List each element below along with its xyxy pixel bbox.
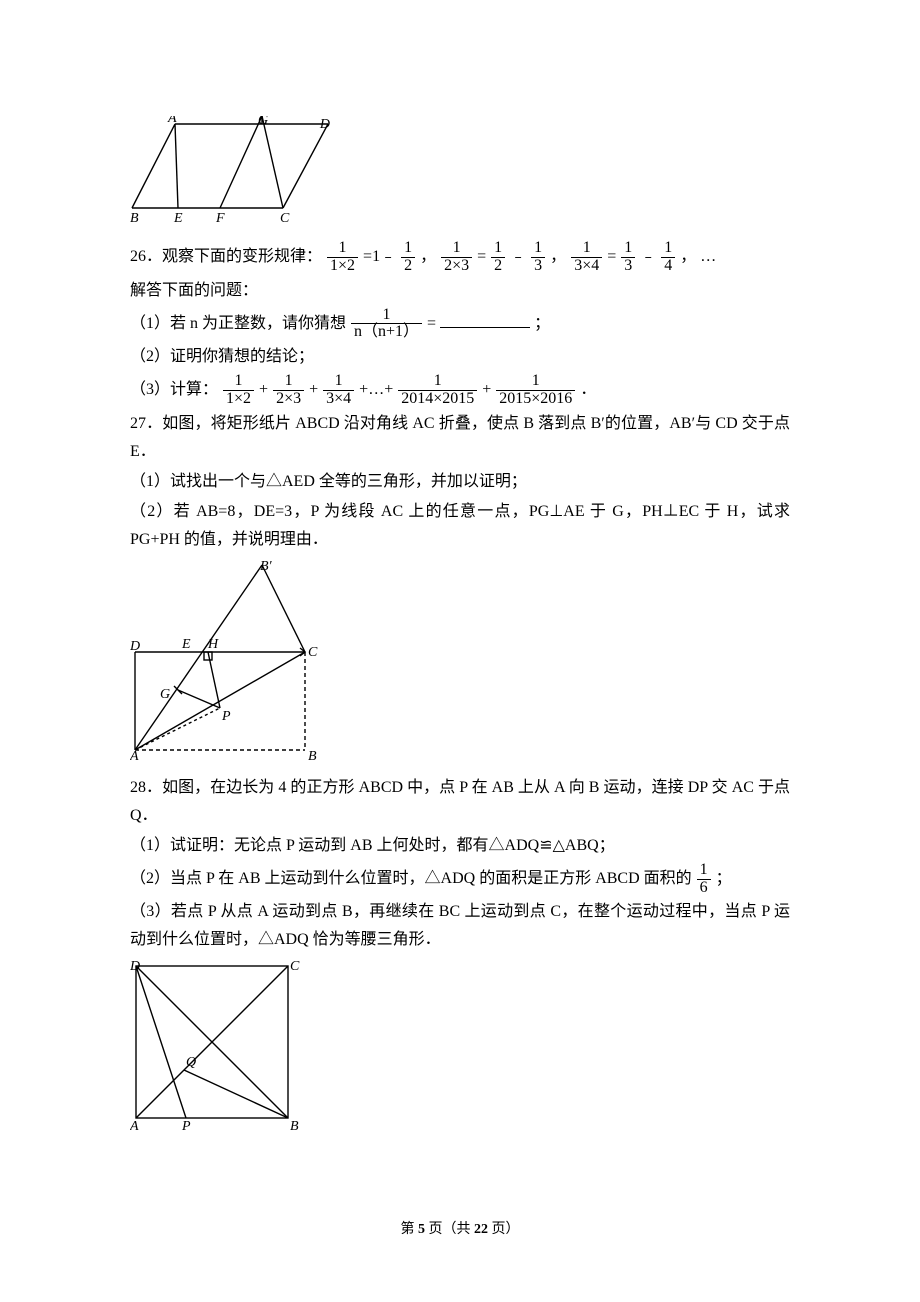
page-footer: 第 5 页（共 22 页）	[0, 1218, 920, 1238]
frac-1over3x4: 13×4	[571, 240, 602, 275]
lbl-Bp: B′	[260, 560, 273, 574]
footer-pagenum: 5	[418, 1222, 425, 1237]
q27-text1: 27．如图，将矩形纸片 ABCD 沿对角线 AC 折叠，使点 B 落到点 B′的…	[130, 410, 790, 466]
t5: 12015×2016	[496, 373, 575, 408]
frac-1over2a: 12	[401, 240, 415, 275]
content: A G D B E F C 26．观察下面的变形规律： 11×2 =1﹣ 12 …	[130, 116, 790, 1140]
eq-sym-2: =	[477, 248, 490, 265]
comma-2: ，	[550, 248, 566, 265]
minus-1: ﹣	[510, 248, 526, 265]
eq-sym-1: =1﹣	[363, 248, 400, 265]
q28-part2-after: ；	[716, 870, 732, 887]
lbl-G: G	[160, 687, 170, 702]
footer-suffix: 页）	[492, 1222, 520, 1237]
lbl-H: H	[207, 637, 219, 652]
label-C: C	[280, 211, 290, 226]
q28-svg: D C A B P Q	[130, 960, 300, 1130]
q26-lead-text: 26．观察下面的变形规律：	[130, 248, 322, 265]
figure-q27: D C A B B′ E H G P	[130, 560, 790, 770]
q26-part3-tail: ．	[580, 381, 596, 398]
frac-1over3a: 13	[531, 240, 545, 275]
q26-part1: （1）若 n 为正整数，请你猜想 1n（n+1） = ；	[130, 307, 790, 342]
label-G: G	[258, 116, 268, 128]
lbl-Q: Q	[186, 1055, 196, 1070]
lbl-C2: C	[290, 960, 300, 974]
lbl-D2: D	[130, 960, 140, 974]
eq-sym-3: =	[607, 248, 620, 265]
q28-part2: （2）当点 P 在 AB 上运动到什么位置时，△ADQ 的面积是正方形 ABCD…	[130, 862, 790, 897]
q28-text1: 28．如图，在边长为 4 的正方形 ABCD 中，点 P 在 AB 上从 A 向…	[130, 774, 790, 830]
lbl-B2: B	[290, 1119, 299, 1130]
q28-part3: （3）若点 P 从点 A 运动到点 B，再继续在 BC 上运动到点 C，在整个运…	[130, 898, 790, 954]
label-F: F	[215, 211, 225, 226]
footer-total: 22	[474, 1222, 488, 1237]
t1: 11×2	[223, 373, 254, 408]
lbl-A: A	[130, 749, 139, 760]
t-ellipsis: +…+	[359, 381, 393, 398]
frac-1over4: 14	[661, 240, 675, 275]
frac-1over1x2: 11×2	[327, 240, 358, 275]
label-E: E	[173, 211, 183, 226]
lbl-C: C	[308, 645, 318, 660]
lbl-P2: P	[181, 1119, 191, 1130]
plus-1: +	[259, 381, 268, 398]
q27-svg: D C A B B′ E H G P	[130, 560, 350, 760]
q28-part1: （1）试证明：无论点 P 运动到 AB 上何处时，都有△ADQ≌△ABQ；	[130, 832, 790, 860]
lbl-A2: A	[130, 1119, 139, 1130]
figure-parallelogram: A G D B E F C	[130, 116, 790, 236]
q26-lead: 26．观察下面的变形规律： 11×2 =1﹣ 12 ， 12×3 = 12 ﹣ …	[130, 240, 790, 275]
lbl-B: B	[308, 749, 317, 760]
lbl-P: P	[221, 709, 231, 724]
frac-1over2x3: 12×3	[441, 240, 472, 275]
t3: 13×4	[323, 373, 354, 408]
label-A: A	[167, 116, 177, 126]
label-D: D	[319, 117, 330, 132]
frac-1over6: 16	[697, 862, 711, 897]
lbl-E: E	[181, 637, 191, 652]
page: A G D B E F C 26．观察下面的变形规律： 11×2 =1﹣ 12 …	[0, 0, 920, 1302]
q26-line2: 解答下面的问题：	[130, 277, 790, 305]
plus-2: +	[309, 381, 318, 398]
frac-1over2b: 12	[491, 240, 505, 275]
q26-part2: （2）证明你猜想的结论；	[130, 343, 790, 371]
t4: 12014×2015	[398, 373, 477, 408]
q27-part2: （2）若 AB=8，DE=3，P 为线段 AC 上的任意一点，PG⊥AE 于 G…	[130, 498, 790, 554]
q26-part3: （3）计算： 11×2 + 12×3 + 13×4 +…+ 12014×2015…	[130, 373, 790, 408]
footer-mid: 页（共	[429, 1222, 471, 1237]
blank-fill[interactable]	[440, 311, 530, 328]
lbl-D: D	[130, 639, 140, 654]
q27-part1: （1）试找出一个与△AED 全等的三角形，并加以证明；	[130, 468, 790, 496]
q26-part3-before: （3）计算：	[130, 381, 218, 398]
comma-3: ，	[680, 248, 696, 265]
footer-prefix: 第	[401, 1222, 415, 1237]
comma-1: ，	[420, 248, 436, 265]
minus-2: ﹣	[640, 248, 656, 265]
label-B: B	[130, 211, 139, 226]
frac-1over3b: 13	[621, 240, 635, 275]
q26-part1-tail: ；	[534, 315, 550, 332]
q26-part1-eq: =	[427, 315, 436, 332]
q28-part2-before: （2）当点 P 在 AB 上运动到什么位置时，△ADQ 的面积是正方形 ABCD…	[130, 870, 692, 887]
t2: 12×3	[273, 373, 304, 408]
plus-4: +	[482, 381, 491, 398]
figure-q28: D C A B P Q	[130, 960, 790, 1140]
frac-1over-n-n1: 1n（n+1）	[351, 307, 422, 342]
parallelogram-svg: A G D B E F C	[130, 116, 330, 226]
q26-part1-before: （1）若 n 为正整数，请你猜想	[130, 315, 346, 332]
ellipsis-1: …	[700, 248, 716, 265]
